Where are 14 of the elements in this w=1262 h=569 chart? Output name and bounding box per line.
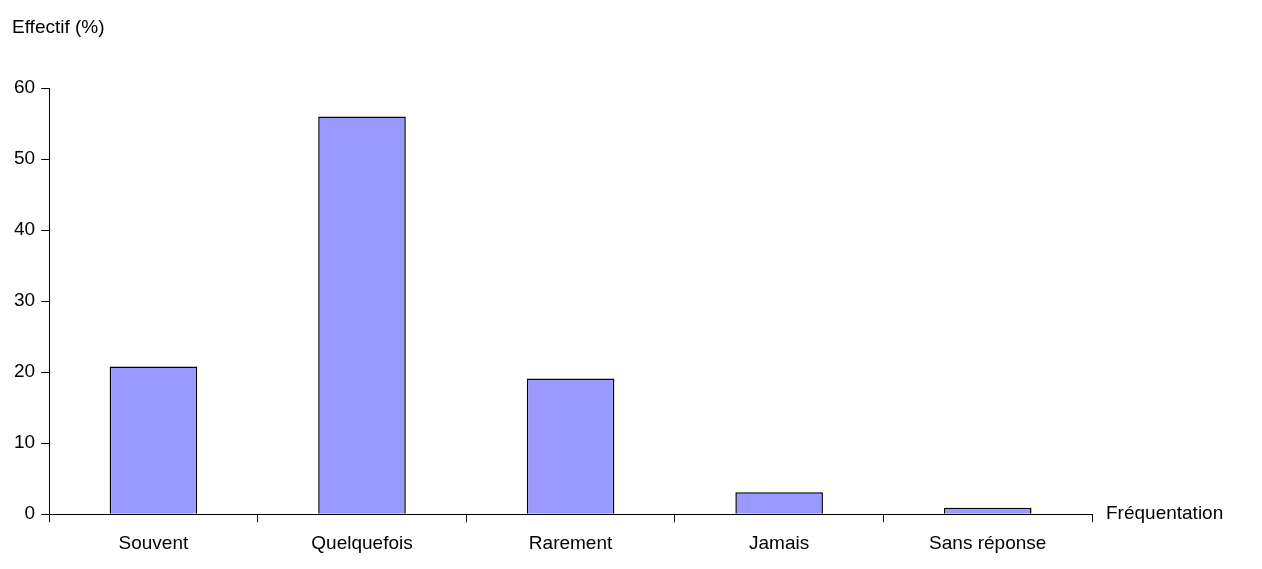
y-tick-label: 20 [13,360,36,382]
x-tick-label: Quelquefois [311,531,413,553]
y-tick-label: 10 [13,431,36,453]
x-tick-label: Jamais [749,531,810,553]
y-axis-title: Effectif (%) [12,16,105,38]
y-tick-label: 30 [13,289,36,311]
x-tick-label: Sans réponse [929,531,1047,553]
x-axis-title: Fréquentation [1106,502,1224,524]
y-tick-label: 0 [24,502,36,524]
y-tick-label: 50 [13,147,36,169]
y-tick-label: 60 [13,76,36,98]
x-tick-label: Souvent [118,531,189,553]
y-tick-label: 40 [13,218,36,240]
x-tick-label: Rarement [528,531,613,553]
